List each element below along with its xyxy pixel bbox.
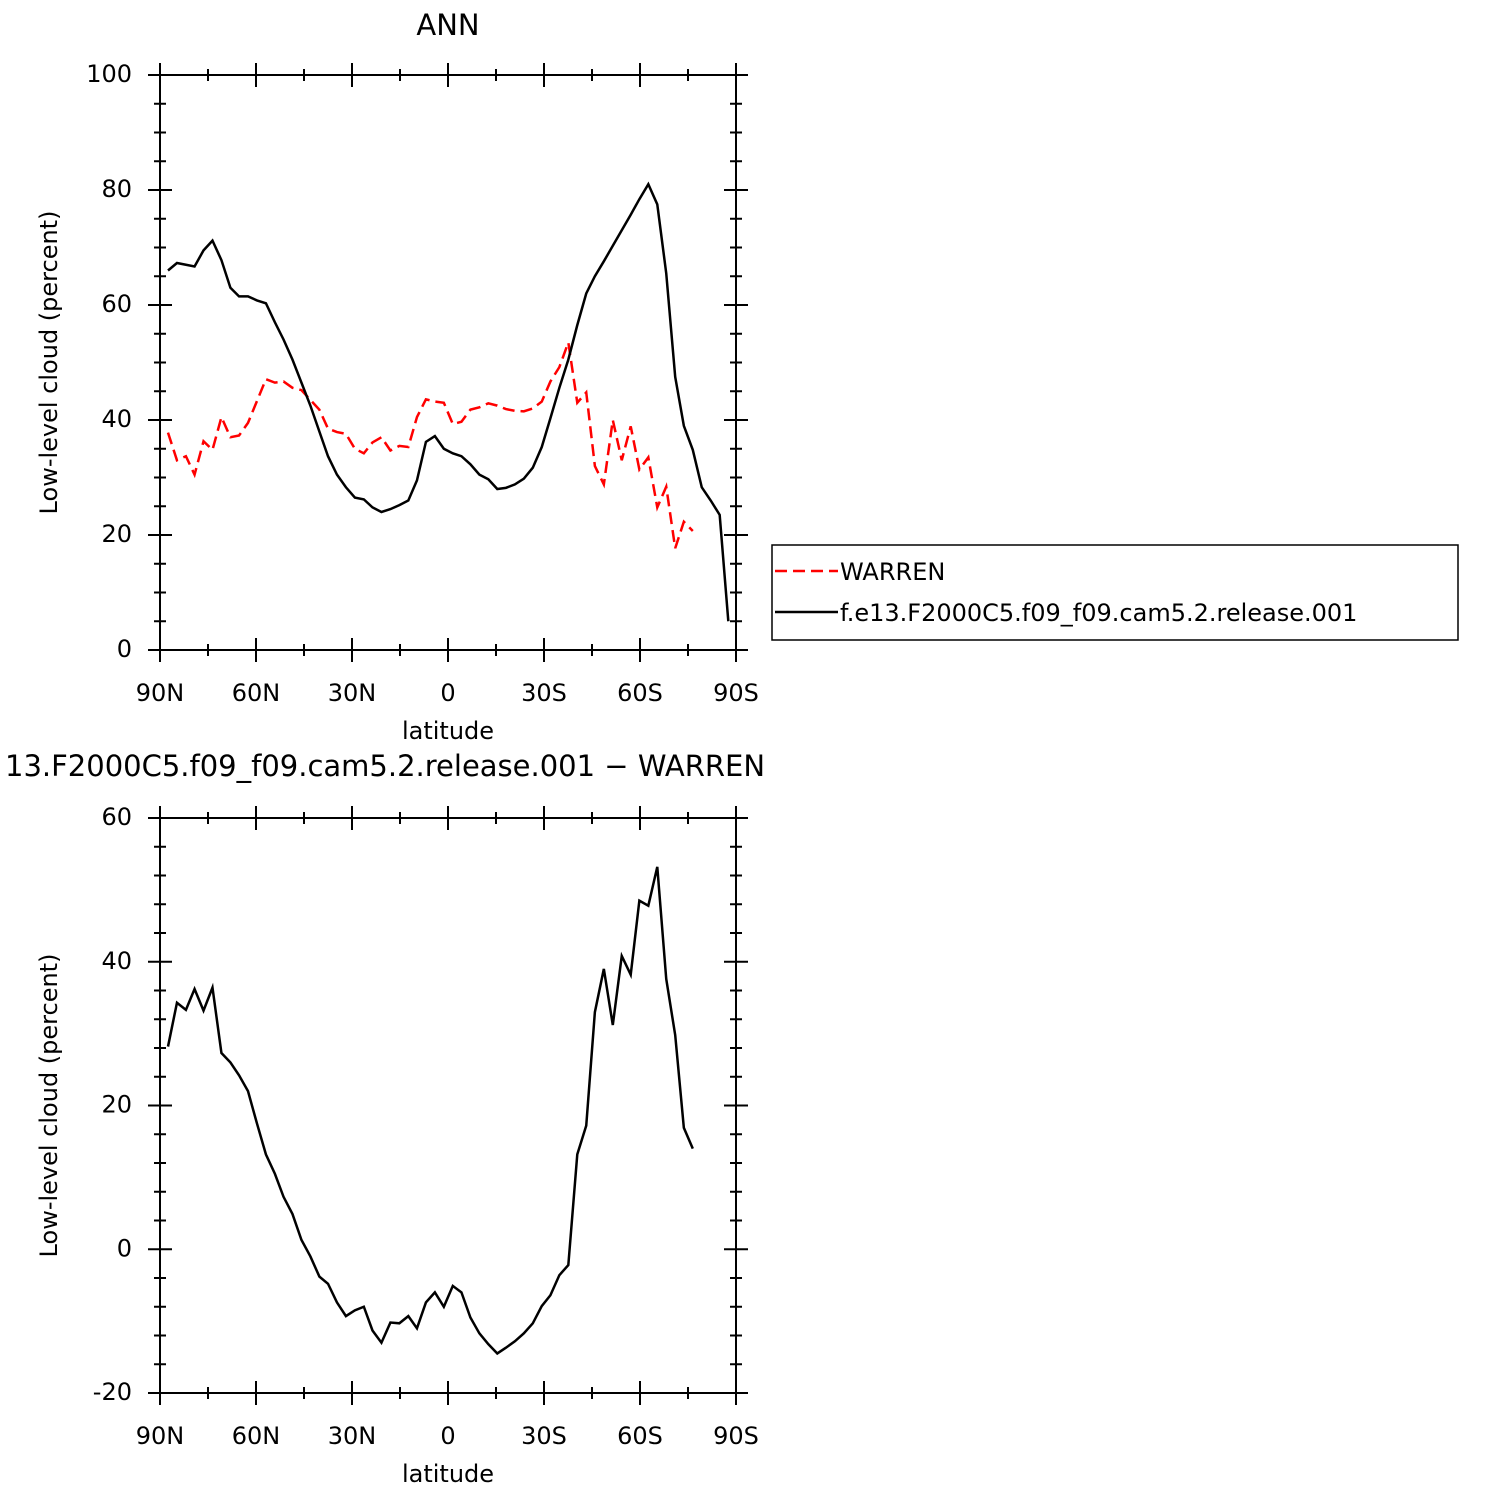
y-tick-label: 80 xyxy=(101,175,132,203)
data-line xyxy=(167,181,730,622)
y-tick-label: 60 xyxy=(101,803,132,831)
x-tick-label: 30S xyxy=(521,1422,567,1450)
y-tick-label: 20 xyxy=(101,520,132,548)
panel: ANN 0 20 40 60 80 100 90N 60N 30N 0 30S 60S 90S latitu… xyxy=(35,8,1459,745)
panel: 13.F2000C5.f09_f09.cam5.2.release.001 − … xyxy=(5,749,765,1488)
x-axis-label: latitude xyxy=(402,717,494,745)
plot-frame xyxy=(159,74,737,651)
x-tick-label: 90S xyxy=(713,1422,759,1450)
x-tick-label: 30N xyxy=(328,679,377,707)
legend: WARREN f.e13.F2000C5.f09_f09.cam5.2.relea… xyxy=(771,544,1459,641)
y-axis-label: Low-level cloud (percent) xyxy=(35,954,63,1258)
y-tick-label: 40 xyxy=(101,947,132,975)
data-line xyxy=(166,866,694,1356)
x-tick-label: 90N xyxy=(136,679,185,707)
data-line xyxy=(166,341,694,549)
y-tick-label: 20 xyxy=(101,1091,132,1119)
x-axis-label: latitude xyxy=(402,1460,494,1488)
legend-box xyxy=(771,544,1459,641)
x-tick-label: 0 xyxy=(440,1422,455,1450)
x-tick-label: 60S xyxy=(617,1422,663,1450)
x-tick-label: 0 xyxy=(440,679,455,707)
y-tick-label: 100 xyxy=(86,60,132,88)
x-tick-label: 60S xyxy=(617,679,663,707)
x-tick-label: 90S xyxy=(713,679,759,707)
y-tick-label: -20 xyxy=(93,1378,132,1406)
y-axis-label: Low-level cloud (percent) xyxy=(35,211,63,515)
x-tick-label: 30N xyxy=(328,1422,377,1450)
legend-label: WARREN xyxy=(840,558,945,586)
x-tick-label: 60N xyxy=(232,1422,281,1450)
chart-title: 13.F2000C5.f09_f09.cam5.2.release.001 − … xyxy=(5,749,765,783)
legend-label: f.e13.F2000C5.f09_f09.cam5.2.release.001 xyxy=(840,599,1357,627)
x-tick-label: 60N xyxy=(232,679,281,707)
y-tick-label: 60 xyxy=(101,290,132,318)
x-tick-label: 90N xyxy=(136,1422,185,1450)
x-tick-label: 30S xyxy=(521,679,567,707)
y-tick-label: 0 xyxy=(117,1234,132,1262)
y-tick-label: 40 xyxy=(101,405,132,433)
chart-title: ANN xyxy=(416,8,479,42)
y-tick-label: 0 xyxy=(117,635,132,663)
